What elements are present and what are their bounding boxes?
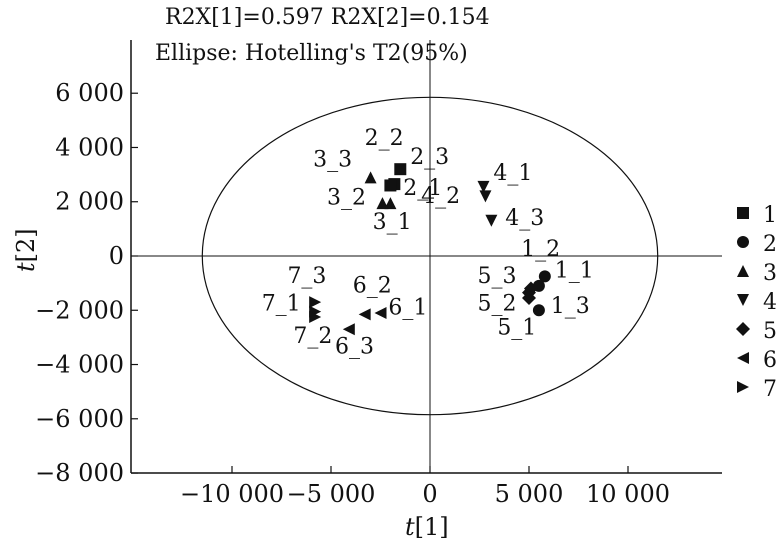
point-label-7_3: 7_3 [287, 264, 326, 289]
legend-label-6: 6 [763, 348, 777, 373]
y-tick-label: 6 000 [55, 79, 124, 107]
y-tick-label: 4 000 [55, 133, 124, 161]
point-1_2 [394, 163, 407, 176]
legend-marker-2 [737, 236, 749, 248]
legend-marker-5 [736, 322, 750, 336]
point-label-4_3: 4_3 [505, 206, 544, 231]
point-label-5_1: 5_1 [497, 316, 536, 341]
point-4_3 [485, 214, 498, 227]
y-tick-label: 2 000 [55, 188, 124, 216]
point-label-5_3: 5_3 [478, 264, 517, 289]
point-label-5_2: 5_2 [478, 291, 517, 316]
point-label-1_3: 1_3 [551, 294, 590, 319]
point-label-1_2: 1_2 [521, 237, 560, 262]
point-label-4_1: 4_1 [493, 161, 532, 186]
legend-marker-1 [737, 207, 749, 219]
x-tick-label: 5 000 [495, 480, 564, 508]
chart-title-line1: R2X[1]=0.597 R2X[2]=0.154 [165, 5, 490, 30]
x-tick-label: −5 000 [287, 480, 376, 508]
y-tick-label: −8 000 [35, 459, 124, 487]
y-tick-label: −4 000 [35, 351, 124, 379]
legend-label-7: 7 [763, 377, 777, 402]
score-points [309, 163, 551, 336]
legend-marker-7 [737, 381, 749, 393]
point-label-6_2: 6_2 [353, 274, 392, 299]
x-tick-label: −10 000 [180, 480, 284, 508]
point-label-6_3: 6_3 [335, 335, 374, 360]
point-label-3_2: 3_2 [327, 185, 366, 210]
point-label-2_3: 2_3 [410, 145, 449, 170]
hotelling-t2-ellipse [201, 96, 659, 416]
plot-frame [130, 40, 722, 474]
x-tick-label: 0 [422, 480, 437, 508]
point-3_1 [384, 197, 397, 210]
legend-label-5: 5 [763, 319, 777, 344]
point-1_3 [384, 179, 397, 192]
y-tick-label: −2 000 [35, 296, 124, 324]
legend-marker-4 [737, 294, 749, 306]
legend-label-2: 2 [763, 232, 777, 257]
legend-label-3: 3 [763, 261, 777, 286]
point-6_2 [358, 308, 371, 321]
point-label-3_3: 3_3 [313, 147, 352, 172]
point-label-7_1: 7_1 [262, 291, 301, 316]
point-label-1_1: 1_1 [555, 259, 594, 284]
point-2_3 [532, 304, 545, 317]
point-label-3_1: 3_1 [373, 210, 412, 235]
point-7_1 [309, 296, 322, 309]
y-axis-title: t[2] [12, 228, 40, 272]
legend: 1 2 3 4 5 6 7 [736, 203, 777, 402]
axis-ticks: −10 000 −5 000 0 5 000 10 000 6 000 4 000 2 000… [35, 79, 670, 508]
point-3_3 [364, 171, 377, 184]
point-3_2 [376, 197, 389, 210]
point-label-2_2: 2_2 [365, 126, 404, 151]
point-label-7_2: 7_2 [293, 324, 332, 349]
point-5_3 [523, 281, 538, 296]
y-tick-label: 0 [109, 242, 124, 270]
point-label-6_1: 6_1 [388, 295, 427, 320]
chart-title-line2: Ellipse: Hotelling's T2(95%) [155, 41, 468, 66]
legend-label-1: 1 [763, 203, 777, 228]
point-6_3 [342, 323, 355, 336]
point-4_1 [477, 180, 490, 193]
point-4_2 [479, 190, 492, 203]
y-tick-label: −6 000 [35, 405, 124, 433]
legend-label-4: 4 [763, 290, 777, 315]
x-axis-title: t[1] [405, 513, 449, 541]
point-2_1 [538, 270, 551, 283]
x-tick-label: 10 000 [586, 480, 670, 508]
point-label-2_1: 2_1 [403, 176, 442, 201]
point-6_1 [374, 306, 387, 319]
point-7_3 [309, 311, 322, 324]
point-labels: 1_11_21_32_12_22_33_13_23_34_14_24_35_15… [262, 126, 594, 360]
point-label-4_2: 4_2 [421, 184, 460, 209]
legend-marker-6 [737, 352, 749, 364]
legend-marker-3 [737, 265, 749, 277]
